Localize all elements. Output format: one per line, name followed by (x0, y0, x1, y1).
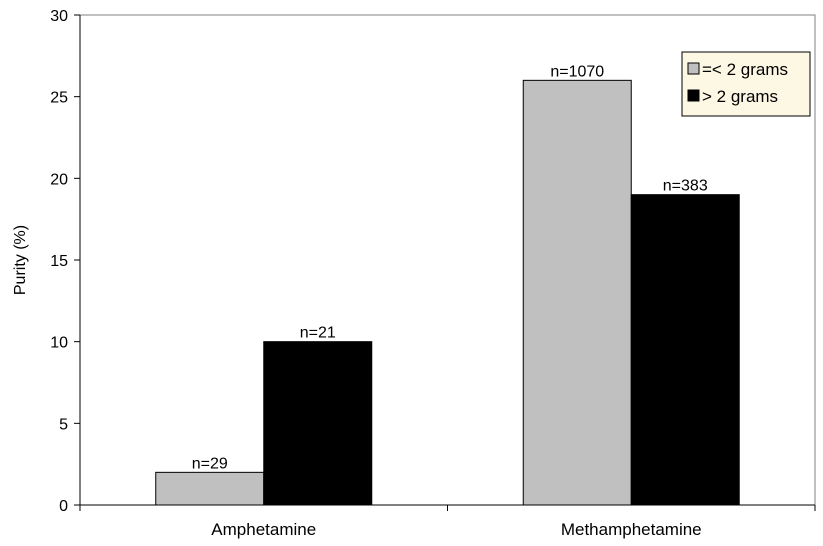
x-category-label: Amphetamine (211, 520, 316, 539)
y-tick-label: 0 (59, 498, 68, 515)
y-tick-label: 5 (59, 416, 68, 433)
legend-box (681, 51, 811, 117)
bar-small-amphetamine[interactable] (155, 471, 265, 506)
y-tick-label: 30 (50, 8, 68, 25)
bar-data-label: n=383 (663, 178, 708, 195)
legend-label: =< 2 grams (702, 60, 788, 79)
bars (155, 79, 740, 506)
legend-swatch (687, 89, 700, 102)
bar-large-methamphetamine[interactable] (630, 194, 740, 506)
bar-data-label: n=1070 (550, 63, 604, 80)
bar-data-label: n=21 (300, 325, 336, 342)
bar-data-label: n=29 (192, 455, 228, 472)
y-tick-label: 10 (50, 335, 68, 352)
y-axis-label: Purity (%) (12, 225, 29, 295)
legend-swatch (687, 62, 700, 75)
y-tick-label: 15 (50, 253, 68, 270)
y-tick-label: 25 (50, 90, 68, 107)
axes: 0 5 10 15 20 25 30 Amphetamine Methamphetamine (50, 8, 816, 539)
legend[interactable]: =< 2 grams > 2 grams (681, 51, 811, 117)
bar-small-methamphetamine[interactable] (522, 79, 632, 506)
data-labels: n=29 n=21 n=1070 n=383 (192, 63, 708, 472)
legend-label: > 2 grams (702, 87, 778, 106)
bar-large-amphetamine[interactable] (263, 341, 373, 506)
x-category-label: Methamphetamine (561, 520, 702, 539)
y-tick-label: 20 (50, 171, 68, 188)
